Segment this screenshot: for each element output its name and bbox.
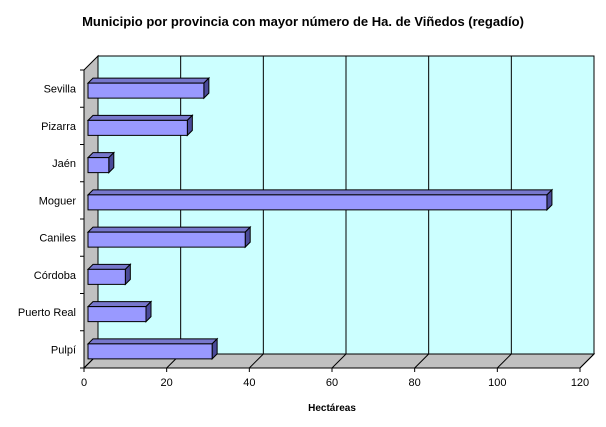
y-tick-label: Jaén [52, 158, 76, 170]
bar-2 [86, 151, 116, 174]
floor-grid-diagonal [579, 353, 595, 369]
bar-top [86, 226, 252, 233]
x-tick-labels: 0 20 40 60 80 100 120 [81, 377, 589, 389]
y-tick-label: Puerto Real [18, 307, 76, 319]
plot-area [82, 54, 596, 370]
bar-face [87, 119, 188, 136]
bar-top [86, 301, 153, 308]
bar-top [86, 114, 194, 121]
y-tick-label: Sevilla [44, 84, 77, 96]
bar-top [86, 77, 211, 84]
bars [86, 76, 554, 361]
floor-grid-diagonal [248, 353, 264, 369]
floor-grid-diagonal [414, 353, 430, 369]
floor-grid-diagonal [496, 353, 512, 369]
axes [80, 69, 581, 372]
bar-1 [86, 114, 194, 137]
bar-top [86, 263, 132, 270]
x-tick-label: 0 [81, 377, 87, 389]
bar-face [87, 343, 213, 360]
floor-grid-diagonal [331, 353, 347, 369]
chart-title: Municipio por provincia con mayor número… [82, 14, 524, 29]
x-tick-label: 40 [243, 377, 255, 389]
x-tick-label: 120 [571, 377, 589, 389]
bar-0 [86, 76, 211, 100]
x-tick-label: 100 [488, 377, 506, 389]
bar-face [87, 82, 205, 99]
x-tick-label: 60 [326, 377, 338, 389]
bar-face [87, 268, 126, 285]
bar-face [87, 194, 548, 211]
bar-face [87, 306, 147, 323]
bar-4 [86, 225, 252, 249]
bar-top [86, 338, 219, 345]
bar-6 [86, 300, 153, 323]
bar-5 [86, 263, 132, 286]
bar-3 [86, 188, 554, 212]
bar-7 [86, 337, 219, 361]
bar-face [87, 157, 110, 174]
y-tick-label: Córdoba [34, 270, 77, 282]
bar-face [87, 231, 246, 248]
y-tick-label: Caniles [39, 233, 76, 245]
x-tick-label: 80 [409, 377, 421, 389]
y-tick-label: Pulpí [51, 344, 76, 356]
x-axis-title: Hectáreas [308, 403, 356, 414]
y-tick-label: Moguer [39, 195, 77, 207]
bar-top [86, 189, 554, 196]
y-tick-labels: Sevilla Pizarra Jaén Moguer Caniles Córdoba Pu… [18, 84, 77, 357]
y-tick-label: Pizarra [41, 121, 77, 133]
x-tick-label: 20 [161, 377, 173, 389]
